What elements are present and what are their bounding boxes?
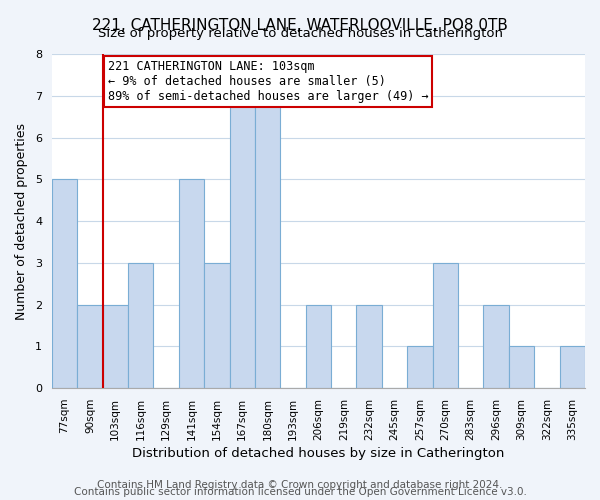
Bar (204, 263, 230, 388)
X-axis label: Distribution of detached houses by size in Catherington: Distribution of detached houses by size … (132, 447, 505, 460)
Bar (306, 304, 331, 388)
Bar (407, 346, 433, 388)
Bar (230, 96, 255, 388)
Bar (103, 304, 128, 388)
Text: Size of property relative to detached houses in Catherington: Size of property relative to detached ho… (97, 28, 503, 40)
Text: 221, CATHERINGTON LANE, WATERLOOVILLE, PO8 0TB: 221, CATHERINGTON LANE, WATERLOOVILLE, P… (92, 18, 508, 32)
Bar (484, 304, 509, 388)
Text: 221 CATHERINGTON LANE: 103sqm
← 9% of detached houses are smaller (5)
89% of sem: 221 CATHERINGTON LANE: 103sqm ← 9% of de… (107, 60, 428, 104)
Bar (509, 346, 534, 388)
Bar (179, 180, 204, 388)
Text: Contains public sector information licensed under the Open Government Licence v3: Contains public sector information licen… (74, 487, 526, 497)
Bar (128, 263, 154, 388)
Y-axis label: Number of detached properties: Number of detached properties (15, 122, 28, 320)
Bar (255, 96, 280, 388)
Bar (77, 304, 103, 388)
Bar (560, 346, 585, 388)
Bar (356, 304, 382, 388)
Bar (52, 180, 77, 388)
Bar (433, 263, 458, 388)
Text: Contains HM Land Registry data © Crown copyright and database right 2024.: Contains HM Land Registry data © Crown c… (97, 480, 503, 490)
